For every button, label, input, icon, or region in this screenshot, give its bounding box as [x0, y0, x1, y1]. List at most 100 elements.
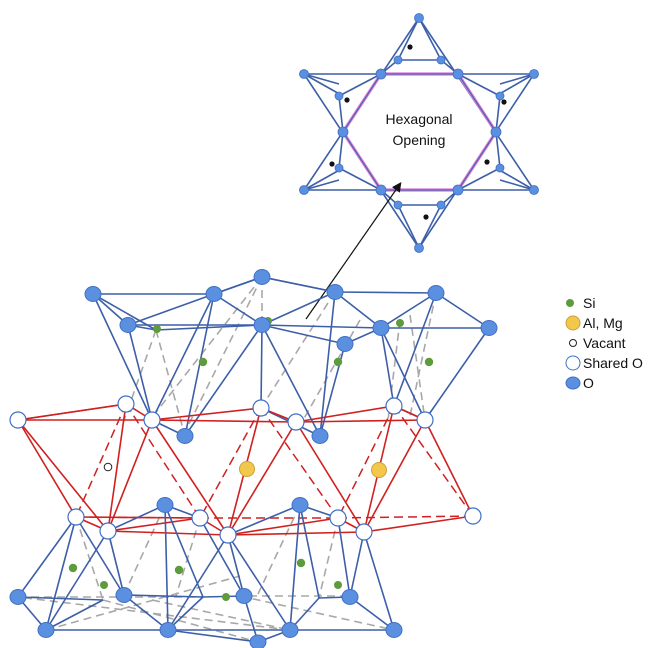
o-atom: [249, 634, 267, 648]
shared-o-atom: [355, 523, 373, 541]
inset-si-dot: [484, 159, 490, 165]
inset-node: [393, 55, 403, 65]
inset-node: [495, 91, 505, 101]
inset-node: [334, 163, 344, 173]
shared-o-atom: [329, 509, 347, 527]
si-atom: [174, 565, 184, 575]
shared-o-atom: [191, 509, 209, 527]
inset-node: [529, 185, 539, 195]
legend-item-al-mg: Al, Mg: [565, 313, 656, 333]
si-atom: [333, 357, 343, 367]
si-atom: [334, 581, 342, 589]
o-atom: [176, 428, 194, 444]
inset-node: [337, 126, 349, 138]
oxygen-atoms: [9, 269, 498, 648]
o-atom: [235, 588, 253, 604]
shared-o-atom: [99, 522, 117, 540]
o-atom: [253, 317, 271, 333]
o-atom: [253, 269, 271, 285]
shared-o-atom: [416, 411, 434, 429]
inset-node: [452, 68, 464, 80]
o-atom: [37, 622, 55, 638]
legend-label-shared-o: Shared O: [583, 355, 643, 371]
shared-o-atom: [252, 399, 270, 417]
inset-node: [299, 185, 309, 195]
inset-node: [375, 68, 387, 80]
aluminum-magnesium-atoms: [239, 461, 387, 478]
inset-si-dot: [501, 99, 507, 105]
inset-node: [414, 243, 424, 253]
o-atom: [336, 336, 354, 352]
inset-node: [334, 91, 344, 101]
shared-o-atom: [117, 395, 135, 413]
shared-o-atom: [385, 397, 403, 415]
legend-item-o: O: [565, 373, 656, 393]
si-atom: [424, 357, 434, 367]
octahedral-layer: [17, 403, 474, 536]
o-atom: [291, 497, 309, 513]
vacant-site: [103, 462, 113, 472]
o-marker-icon: [565, 376, 581, 390]
si-atom: [296, 558, 306, 568]
legend-label-vacant: Vacant: [583, 335, 626, 351]
shared-o-atom: [464, 507, 482, 525]
o-atom: [311, 428, 329, 444]
shared-oxygen-atoms: [9, 395, 482, 544]
shared-o-atom: [9, 411, 27, 429]
si-marker-icon: [566, 299, 574, 307]
inset-si-dot: [423, 214, 429, 220]
o-atom: [385, 622, 403, 638]
o-atom: [281, 622, 299, 638]
si-atom: [100, 581, 108, 589]
shared-o-atom: [219, 526, 237, 544]
inset-node: [495, 163, 505, 173]
inset-node: [299, 69, 309, 79]
legend-label-si: Si: [583, 295, 596, 311]
inset-node: [490, 126, 502, 138]
inset-node: [436, 55, 446, 65]
inset-node: [393, 200, 403, 210]
inset-si-dot: [329, 161, 335, 167]
shared-o-marker-icon: [565, 355, 581, 371]
pointer-arrow: [305, 182, 402, 320]
inset-si-dot: [407, 44, 413, 50]
o-atom: [84, 286, 102, 302]
inset-si-markers: [329, 44, 507, 220]
o-atom: [480, 320, 498, 336]
legend: Si Al, Mg Vacant Shared O O: [565, 293, 656, 393]
si-atom: [396, 319, 404, 327]
shared-o-atom: [287, 413, 305, 431]
vacant-marker-icon: [569, 339, 577, 347]
legend-item-si: Si: [565, 293, 656, 313]
si-atom: [153, 325, 161, 333]
o-atom: [159, 622, 177, 638]
si-atom: [68, 563, 78, 573]
o-atom: [326, 284, 344, 300]
inset-node: [414, 13, 424, 23]
legend-label-al-mg: Al, Mg: [583, 315, 623, 331]
al-mg-atom: [239, 461, 255, 477]
hexagon-label-line2: Opening: [393, 132, 446, 148]
legend-label-o: O: [583, 375, 594, 391]
inset-si-dot: [344, 97, 350, 103]
legend-item-vacant: Vacant: [565, 333, 656, 353]
octahedral-hidden-bonds: [75, 403, 474, 519]
o-atom: [427, 285, 445, 301]
inset-node: [375, 184, 387, 196]
o-atom: [372, 320, 390, 336]
o-atom: [9, 589, 27, 605]
o-atom: [156, 497, 174, 513]
inset-node: [529, 69, 539, 79]
si-atom: [222, 593, 230, 601]
shared-o-atom: [143, 411, 161, 429]
inset-node: [436, 200, 446, 210]
al-mg-atom: [371, 462, 387, 478]
o-atom: [205, 286, 223, 302]
o-atom: [341, 589, 359, 605]
shared-o-atom: [67, 508, 85, 526]
al-mg-marker-icon: [565, 315, 581, 331]
legend-item-shared-o: Shared O: [565, 353, 656, 373]
hexagon-label-line1: Hexagonal: [386, 111, 453, 127]
inset-oxygen-nodes: [299, 13, 539, 253]
